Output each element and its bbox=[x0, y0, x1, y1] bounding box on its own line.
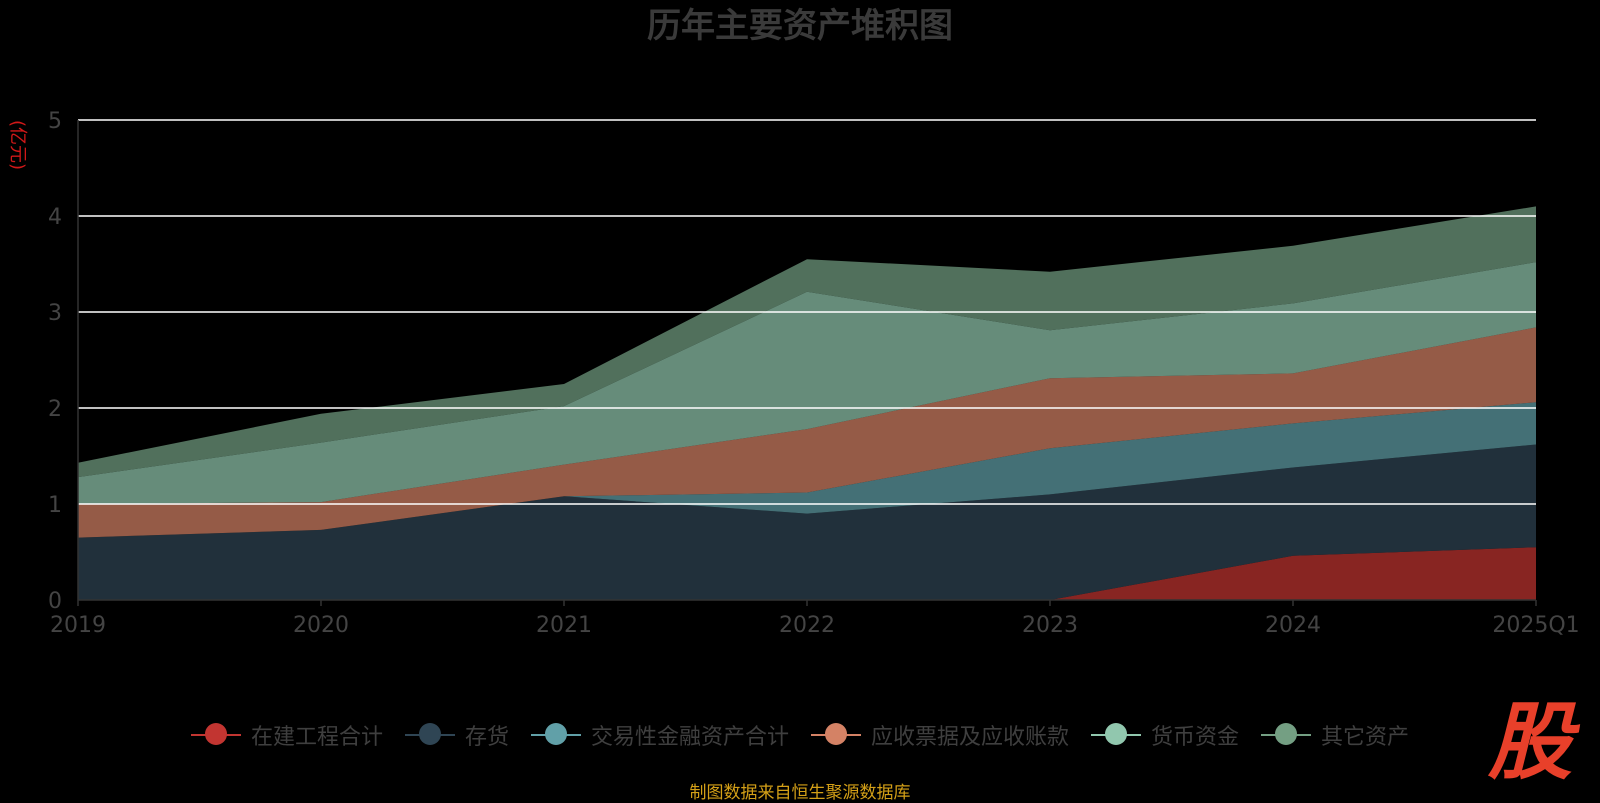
y-tick-label: 4 bbox=[48, 205, 62, 230]
legend-item-construction[interactable]: 在建工程合计 bbox=[190, 719, 383, 751]
legend: 在建工程合计 存货 交易性金融资产合计 应收票据及应收账款 货币资金 其它资产 bbox=[0, 718, 1600, 752]
x-tick-label: 2022 bbox=[779, 613, 835, 638]
legend-item-trading-assets[interactable]: 交易性金融资产合计 bbox=[530, 719, 789, 751]
legend-label: 应收票据及应收账款 bbox=[871, 725, 1070, 750]
chart-title: 历年主要资产堆积图 bbox=[647, 6, 953, 46]
y-tick-label: 0 bbox=[48, 589, 62, 614]
axes: 0 1 2 3 4 5 2019 2020 2021 2022 2023 2024 2025Q1 bbox=[48, 109, 1580, 638]
legend-marker-icon bbox=[544, 723, 567, 745]
area-series-3 bbox=[78, 327, 1536, 538]
area-series bbox=[78, 206, 1536, 600]
legend-item-cash[interactable]: 货币资金 bbox=[1091, 719, 1239, 751]
y-tick-label: 1 bbox=[48, 493, 62, 518]
y-tick-label: 5 bbox=[48, 109, 62, 134]
legend-line bbox=[190, 723, 241, 745]
y-axis-unit: (亿元) bbox=[7, 120, 28, 170]
legend-label: 交易性金融资产合计 bbox=[590, 725, 789, 750]
y-tick-label: 2 bbox=[48, 397, 62, 422]
legend-marker-icon bbox=[825, 723, 847, 745]
area-series-4 bbox=[78, 262, 1536, 504]
legend-line bbox=[530, 723, 581, 745]
legend-line bbox=[1261, 723, 1312, 745]
legend-marker-icon bbox=[204, 723, 227, 745]
x-tick-label: 2025Q1 bbox=[1492, 613, 1579, 638]
source-note: 制图数据来自恒生聚源数据库 bbox=[689, 783, 911, 803]
x-tick-label: 2019 bbox=[50, 613, 106, 638]
x-tick-label: 2020 bbox=[293, 613, 349, 638]
legend-item-receivables[interactable]: 应收票据及应收账款 bbox=[811, 719, 1069, 751]
legend-marker-icon bbox=[1105, 723, 1128, 745]
legend-label: 在建工程合计 bbox=[250, 725, 383, 750]
x-tick-label: 2023 bbox=[1022, 613, 1078, 638]
x-tick-label: 2021 bbox=[536, 613, 592, 638]
legend-label: 货币资金 bbox=[1151, 725, 1240, 750]
area-series-1 bbox=[78, 444, 1536, 600]
legend-label: 存货 bbox=[464, 725, 509, 750]
legend-line bbox=[1091, 723, 1142, 745]
legend-line bbox=[404, 723, 455, 745]
legend-item-other-assets[interactable]: 其它资产 bbox=[1261, 719, 1409, 751]
legend-label: 其它资产 bbox=[1321, 725, 1410, 750]
legend-item-inventory[interactable]: 存货 bbox=[404, 719, 509, 751]
area-series-2 bbox=[78, 402, 1536, 538]
x-tick-label: 2024 bbox=[1265, 613, 1321, 638]
legend-marker-icon bbox=[1275, 723, 1298, 745]
legend-marker-icon bbox=[418, 723, 441, 745]
y-tick-label: 3 bbox=[48, 301, 62, 326]
logo: 股 bbox=[1488, 692, 1573, 791]
stacked-area-chart: 历年主要资产堆积图 (亿元) 0 1 2 3 4 5 2019 2020 2021 2022 202… bbox=[7, 6, 1580, 638]
legend-line bbox=[811, 723, 861, 745]
area-series-5 bbox=[78, 206, 1536, 478]
area-series-0 bbox=[78, 547, 1536, 600]
